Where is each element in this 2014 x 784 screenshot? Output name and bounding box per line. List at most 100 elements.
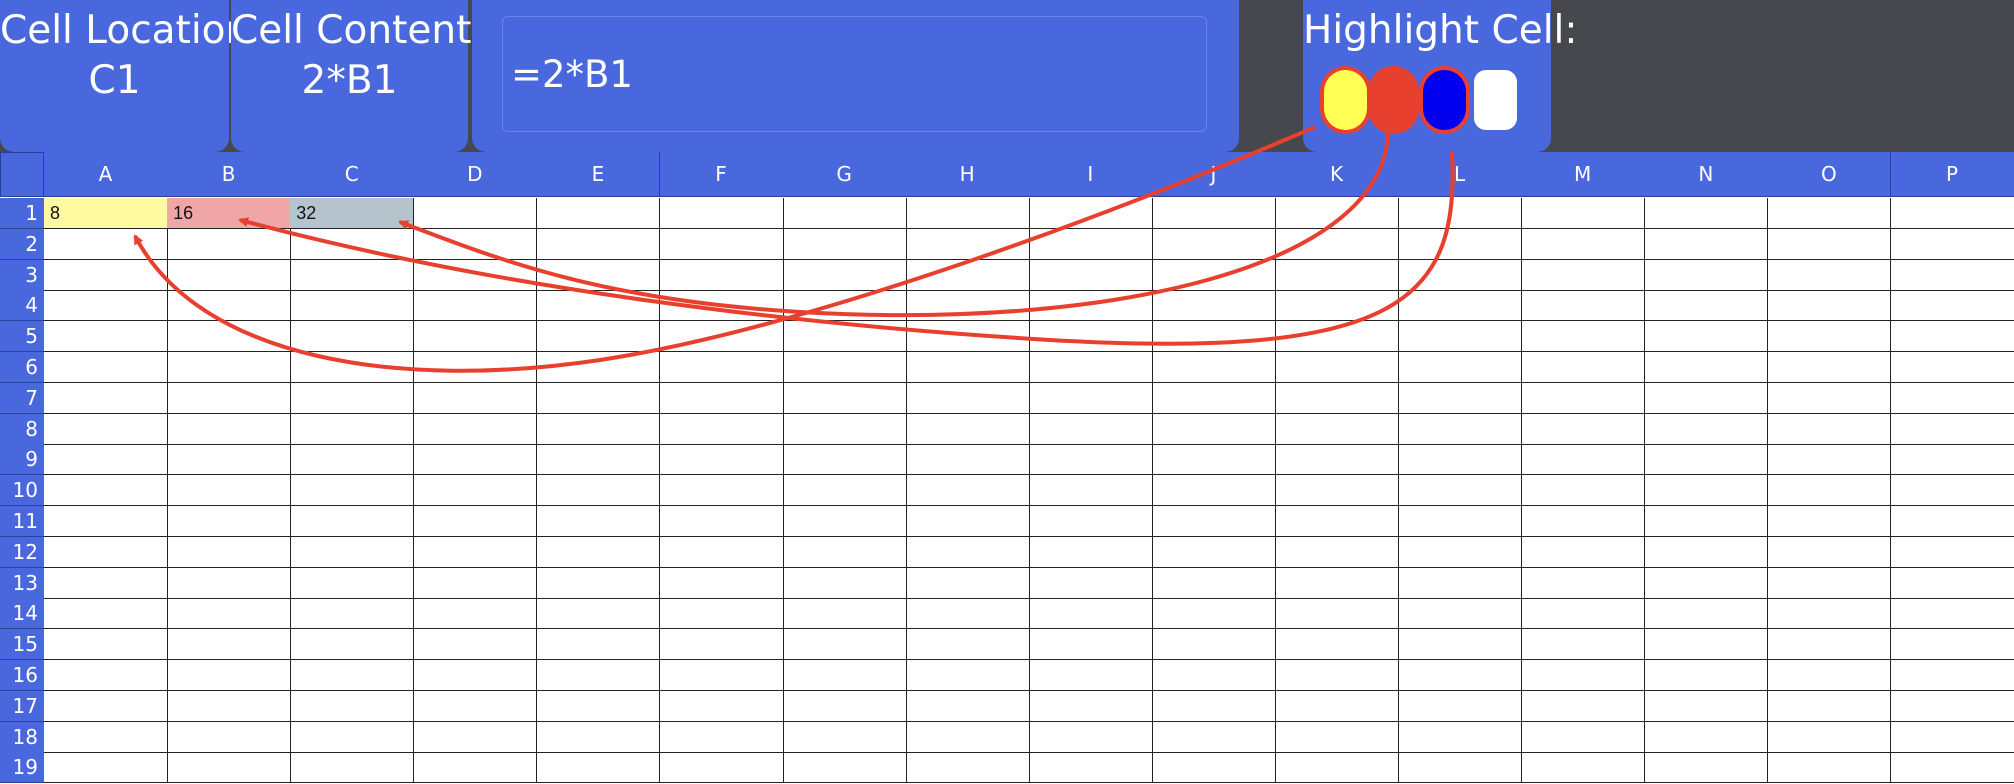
cell-n10[interactable]	[1644, 475, 1769, 507]
cell-p8[interactable]	[1890, 413, 2014, 445]
cell-m4[interactable]	[1521, 290, 1646, 322]
cell-c11[interactable]	[290, 506, 415, 537]
cell-j15[interactable]	[1151, 629, 1276, 661]
cell-h13[interactable]	[905, 567, 1030, 599]
cell-g1[interactable]	[782, 198, 907, 229]
cell-i11[interactable]	[1028, 506, 1153, 537]
cell-j19[interactable]	[1151, 752, 1276, 784]
cell-a5[interactable]	[44, 321, 168, 353]
cell-e12[interactable]	[536, 536, 661, 568]
cell-i9[interactable]	[1028, 444, 1153, 476]
cell-a8[interactable]	[44, 413, 168, 445]
cell-k10[interactable]	[1275, 475, 1399, 507]
cell-p7[interactable]	[1890, 382, 2014, 414]
cell-l8[interactable]	[1398, 413, 1523, 445]
cell-p14[interactable]	[1890, 598, 2014, 630]
cell-f14[interactable]	[659, 598, 784, 630]
cell-l10[interactable]	[1398, 475, 1523, 507]
cell-e16[interactable]	[536, 660, 661, 691]
cell-i18[interactable]	[1028, 721, 1153, 753]
cell-g10[interactable]	[782, 475, 907, 507]
row-header-13[interactable]: 13	[0, 567, 44, 599]
cell-o16[interactable]	[1767, 660, 1892, 691]
cell-a2[interactable]	[44, 228, 168, 260]
row-header-14[interactable]: 14	[0, 598, 44, 630]
cell-l12[interactable]	[1398, 536, 1523, 568]
column-header-h[interactable]: H	[905, 152, 1030, 197]
cell-h2[interactable]	[905, 228, 1030, 260]
cell-j2[interactable]	[1151, 228, 1276, 260]
cell-a6[interactable]	[44, 352, 168, 383]
cell-m7[interactable]	[1521, 382, 1646, 414]
cell-k7[interactable]	[1275, 382, 1399, 414]
cell-e13[interactable]	[536, 567, 661, 599]
cell-l9[interactable]	[1398, 444, 1523, 476]
cell-l16[interactable]	[1398, 660, 1523, 691]
row-header-8[interactable]: 8	[0, 413, 44, 445]
cell-d17[interactable]	[413, 690, 538, 722]
cell-b2[interactable]	[167, 228, 292, 260]
cell-c12[interactable]	[290, 536, 415, 568]
cell-j16[interactable]	[1151, 660, 1276, 691]
column-header-k[interactable]: K	[1275, 152, 1399, 197]
cell-n17[interactable]	[1644, 690, 1769, 722]
cell-f12[interactable]	[659, 536, 784, 568]
cell-e10[interactable]	[536, 475, 661, 507]
cell-j18[interactable]	[1151, 721, 1276, 753]
cell-a13[interactable]	[44, 567, 168, 599]
cell-d14[interactable]	[413, 598, 538, 630]
cell-b10[interactable]	[167, 475, 292, 507]
cell-p3[interactable]	[1890, 259, 2014, 291]
cell-h4[interactable]	[905, 290, 1030, 322]
cell-c18[interactable]	[290, 721, 415, 753]
cell-f9[interactable]	[659, 444, 784, 476]
cell-l13[interactable]	[1398, 567, 1523, 599]
cell-b15[interactable]	[167, 629, 292, 661]
cell-f1[interactable]	[659, 198, 784, 229]
cell-a9[interactable]	[44, 444, 168, 476]
column-header-n[interactable]: N	[1644, 152, 1769, 197]
cell-a1[interactable]: 8	[44, 198, 168, 229]
column-header-c[interactable]: C	[290, 152, 415, 197]
cell-k1[interactable]	[1275, 198, 1399, 229]
cell-i6[interactable]	[1028, 352, 1153, 383]
cell-h12[interactable]	[905, 536, 1030, 568]
cell-j9[interactable]	[1151, 444, 1276, 476]
cell-m15[interactable]	[1521, 629, 1646, 661]
cell-p1[interactable]	[1890, 198, 2014, 229]
row-header-1[interactable]: 1	[0, 198, 44, 229]
cell-a11[interactable]	[44, 506, 168, 537]
cell-p6[interactable]	[1890, 352, 2014, 383]
cell-d16[interactable]	[413, 660, 538, 691]
cell-a10[interactable]	[44, 475, 168, 507]
cell-p17[interactable]	[1890, 690, 2014, 722]
cell-c17[interactable]	[290, 690, 415, 722]
cell-e8[interactable]	[536, 413, 661, 445]
cell-h7[interactable]	[905, 382, 1030, 414]
cell-d3[interactable]	[413, 259, 538, 291]
cell-b3[interactable]	[167, 259, 292, 291]
cell-m10[interactable]	[1521, 475, 1646, 507]
cell-h17[interactable]	[905, 690, 1030, 722]
cell-o19[interactable]	[1767, 752, 1892, 784]
cell-k6[interactable]	[1275, 352, 1399, 383]
row-header-11[interactable]: 11	[0, 506, 44, 537]
cell-h18[interactable]	[905, 721, 1030, 753]
cell-a14[interactable]	[44, 598, 168, 630]
cell-o8[interactable]	[1767, 413, 1892, 445]
cell-f17[interactable]	[659, 690, 784, 722]
swatch-blue[interactable]	[1423, 70, 1466, 130]
column-header-l[interactable]: L	[1398, 152, 1523, 197]
cell-c10[interactable]	[290, 475, 415, 507]
cell-i17[interactable]	[1028, 690, 1153, 722]
cell-o1[interactable]	[1767, 198, 1892, 229]
cell-k11[interactable]	[1275, 506, 1399, 537]
cell-l19[interactable]	[1398, 752, 1523, 784]
cell-o18[interactable]	[1767, 721, 1892, 753]
column-header-i[interactable]: I	[1028, 152, 1153, 197]
cell-g19[interactable]	[782, 752, 907, 784]
cell-n7[interactable]	[1644, 382, 1769, 414]
swatch-yellow[interactable]	[1324, 70, 1367, 130]
cell-n16[interactable]	[1644, 660, 1769, 691]
cell-k16[interactable]	[1275, 660, 1399, 691]
